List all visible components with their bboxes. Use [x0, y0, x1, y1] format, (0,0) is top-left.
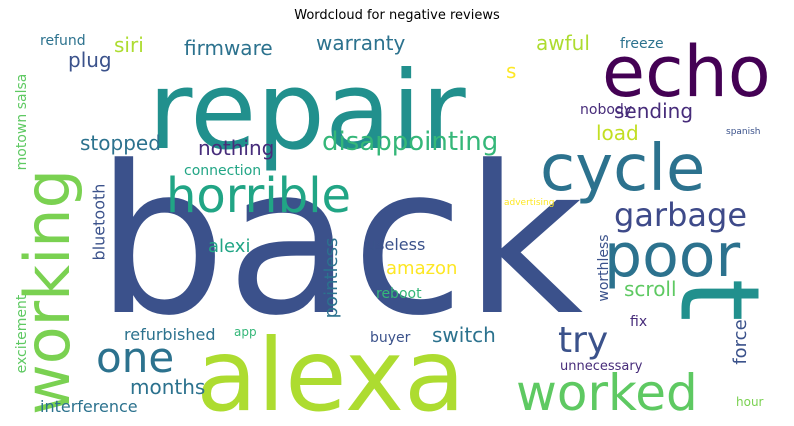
- word-worthless: worthless: [596, 234, 612, 301]
- word-nobody: nobody: [580, 102, 632, 118]
- word-siri: siri: [114, 33, 144, 57]
- word-working: working: [11, 169, 84, 415]
- word-reboot: reboot: [376, 286, 422, 302]
- word-firmware: firmware: [184, 36, 273, 60]
- word-freeze: freeze: [620, 36, 664, 52]
- word-hour: hour: [736, 395, 764, 409]
- word-motown-salsa: motown salsa: [14, 74, 30, 171]
- word-cycle: cycle: [540, 132, 705, 206]
- word-repair: repair: [148, 49, 466, 174]
- word-sending: sending: [614, 99, 693, 123]
- word-switch: switch: [432, 323, 496, 347]
- word-connection: connection: [184, 163, 261, 179]
- word-disappointing: disappointing: [322, 127, 498, 157]
- word-alexi: alexi: [208, 236, 250, 257]
- word-bluetooth: bluetooth: [90, 184, 109, 261]
- word-plug: plug: [68, 48, 112, 72]
- word-alexa: alexa: [196, 317, 465, 426]
- word-load: load: [596, 121, 639, 145]
- word-months: months: [130, 375, 205, 399]
- cloud-background: [24, 28, 780, 426]
- chart-title: Wordcloud for negative reviews: [294, 8, 500, 23]
- word-excitement: excitement: [14, 294, 30, 373]
- word-fix: fix: [630, 314, 647, 330]
- word-useless: useless: [366, 235, 425, 254]
- word-horrible: horrible: [166, 168, 351, 224]
- word-refurbished: refurbished: [124, 325, 216, 344]
- word-worked: worked: [516, 364, 698, 422]
- word-app: app: [234, 325, 257, 339]
- word-scroll: scroll: [624, 277, 677, 301]
- word-back: back: [96, 123, 583, 361]
- word-force: force: [730, 319, 751, 364]
- word-pointless: pointless: [321, 238, 342, 319]
- word-awful: awful: [536, 31, 590, 55]
- word-unnecessary: unnecessary: [560, 359, 643, 374]
- word-refund: refund: [40, 33, 86, 49]
- word-poor: poor: [604, 221, 741, 291]
- word-buyer: buyer: [370, 330, 411, 346]
- word-amazon: amazon: [386, 258, 457, 279]
- word-t: t: [656, 278, 784, 321]
- word-spanish: spanish: [726, 127, 761, 137]
- word-one: one: [96, 333, 174, 382]
- word-garbage: garbage: [614, 196, 747, 234]
- word-nothing: nothing: [198, 136, 274, 160]
- word-interference: interference: [40, 397, 138, 416]
- word-try: try: [558, 320, 608, 361]
- word-s: s: [506, 59, 516, 83]
- word-advertising: advertising: [504, 198, 554, 208]
- word-warranty: warranty: [316, 31, 405, 55]
- word-stopped: stopped: [80, 131, 161, 155]
- word-echo: echo: [602, 31, 771, 113]
